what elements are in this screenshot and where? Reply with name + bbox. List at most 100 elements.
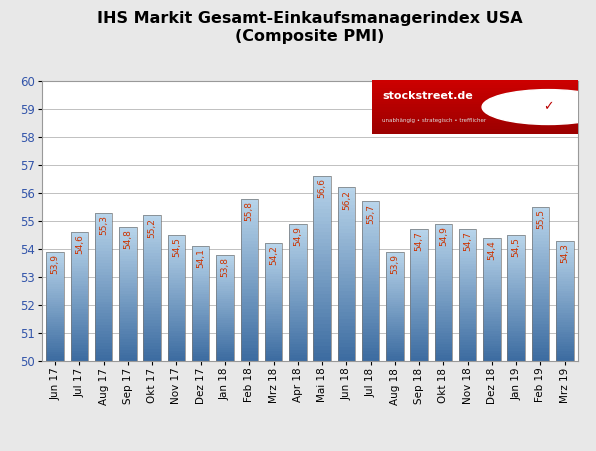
Bar (386, 274, 403, 276)
Bar (192, 249, 209, 251)
Bar (119, 285, 136, 288)
Bar (362, 211, 379, 214)
Bar (119, 248, 136, 251)
Bar (483, 314, 501, 317)
Bar (216, 350, 234, 352)
Bar (507, 353, 525, 356)
Bar (46, 291, 64, 293)
Bar (532, 318, 550, 321)
Bar (337, 350, 355, 354)
Bar (119, 237, 136, 240)
Bar (289, 279, 306, 281)
Bar (483, 260, 501, 262)
Bar (192, 352, 209, 354)
Bar (289, 309, 306, 312)
Bar (313, 309, 331, 313)
Bar (556, 344, 573, 346)
Bar (70, 314, 88, 317)
Bar (241, 225, 258, 228)
Bar (411, 298, 428, 300)
Bar (46, 339, 64, 341)
Bar (337, 194, 355, 198)
Bar (386, 291, 403, 293)
Bar (386, 304, 403, 306)
Bar (119, 280, 136, 283)
Bar (216, 348, 234, 350)
Bar (70, 268, 88, 271)
Bar (337, 201, 355, 205)
Bar (192, 331, 209, 333)
Bar (192, 255, 209, 258)
Bar (507, 288, 525, 290)
Bar (362, 253, 379, 256)
Bar (556, 276, 573, 279)
Bar (144, 305, 161, 308)
Bar (337, 336, 355, 340)
Bar (337, 344, 355, 347)
Bar (507, 341, 525, 343)
Bar (459, 316, 476, 319)
Bar (313, 265, 331, 268)
Bar (532, 293, 550, 296)
Bar (167, 351, 185, 353)
Bar (459, 253, 476, 256)
Bar (507, 265, 525, 268)
Bar (216, 325, 234, 327)
Bar (362, 249, 379, 253)
Bar (313, 213, 331, 217)
Bar (483, 238, 501, 240)
Bar (362, 278, 379, 281)
Bar (434, 358, 452, 361)
Bar (313, 320, 331, 324)
Bar (144, 349, 161, 352)
Bar (46, 302, 64, 304)
Bar (313, 209, 331, 213)
Bar (434, 276, 452, 279)
Bar (265, 244, 283, 361)
Bar (532, 287, 550, 290)
Bar (46, 359, 64, 361)
Bar (532, 312, 550, 315)
Bar (386, 354, 403, 356)
Bar (167, 283, 185, 285)
Bar (434, 279, 452, 281)
Bar (434, 345, 452, 347)
Bar (313, 339, 331, 342)
Bar (241, 221, 258, 225)
Bar (459, 358, 476, 361)
Bar (362, 275, 379, 278)
Bar (532, 321, 550, 324)
Bar (70, 235, 88, 237)
Bar (459, 235, 476, 237)
Bar (95, 322, 113, 325)
Bar (459, 269, 476, 272)
Bar (216, 265, 234, 267)
Bar (192, 354, 209, 356)
Bar (556, 339, 573, 341)
Bar (386, 269, 403, 272)
Bar (313, 357, 331, 361)
Bar (483, 262, 501, 265)
Bar (192, 264, 209, 267)
Bar (70, 291, 88, 294)
Bar (459, 348, 476, 350)
Bar (46, 350, 64, 352)
Bar (362, 243, 379, 246)
Bar (119, 283, 136, 285)
Bar (192, 350, 209, 352)
Bar (411, 313, 428, 316)
Bar (386, 356, 403, 359)
Bar (241, 215, 258, 218)
Text: 54,8: 54,8 (123, 229, 132, 249)
Bar (289, 281, 306, 284)
Bar (434, 328, 452, 331)
Bar (216, 340, 234, 342)
Bar (144, 314, 161, 317)
Bar (362, 208, 379, 211)
Bar (70, 332, 88, 335)
Bar (532, 207, 550, 361)
Bar (167, 268, 185, 270)
Bar (216, 331, 234, 333)
Bar (216, 312, 234, 314)
Bar (70, 232, 88, 235)
